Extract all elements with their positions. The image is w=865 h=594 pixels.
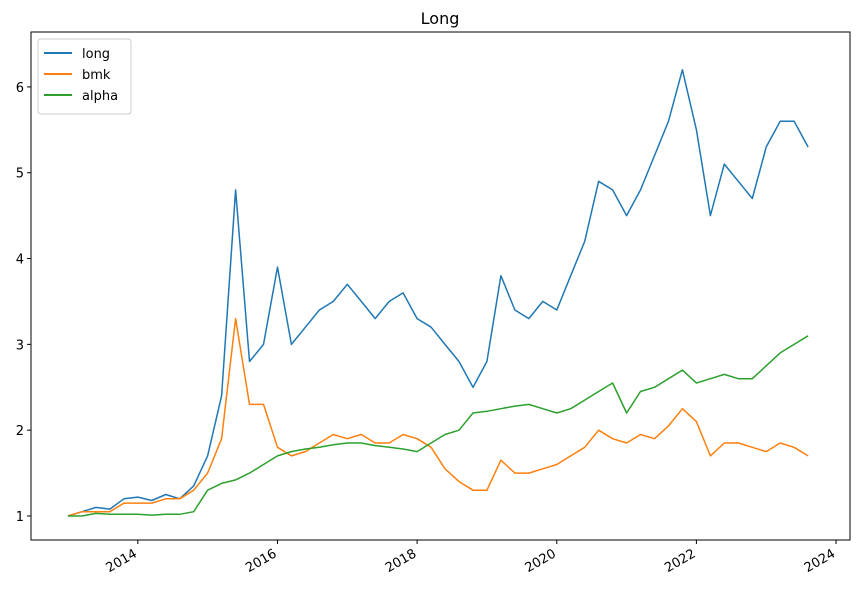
series-line	[67, 69, 809, 517]
y-tick-label: 1	[16, 510, 24, 525]
legend-label: bmk	[82, 68, 111, 83]
x-tick-label: 2014	[104, 546, 140, 576]
y-tick-label: 5	[16, 167, 24, 182]
x-tick-label: 2018	[383, 546, 419, 576]
x-tick-label: 2022	[662, 546, 698, 576]
plot-frame	[30, 31, 851, 541]
series-line	[67, 317, 809, 517]
series-line	[68, 335, 809, 517]
legend-label: long	[82, 47, 110, 62]
y-tick-label: 2	[16, 424, 24, 439]
x-tick-label: 2020	[523, 546, 559, 576]
legend-label: alpha	[82, 89, 118, 104]
y-tick-label: 6	[16, 81, 24, 96]
chart-title: Long	[421, 9, 460, 28]
x-tick-label: 2024	[802, 546, 838, 576]
y-tick-label: 4	[16, 253, 24, 268]
x-tick-label: 2016	[243, 546, 279, 576]
legend: long bmk alpha	[37, 38, 132, 115]
y-tick-label: 3	[16, 338, 24, 353]
